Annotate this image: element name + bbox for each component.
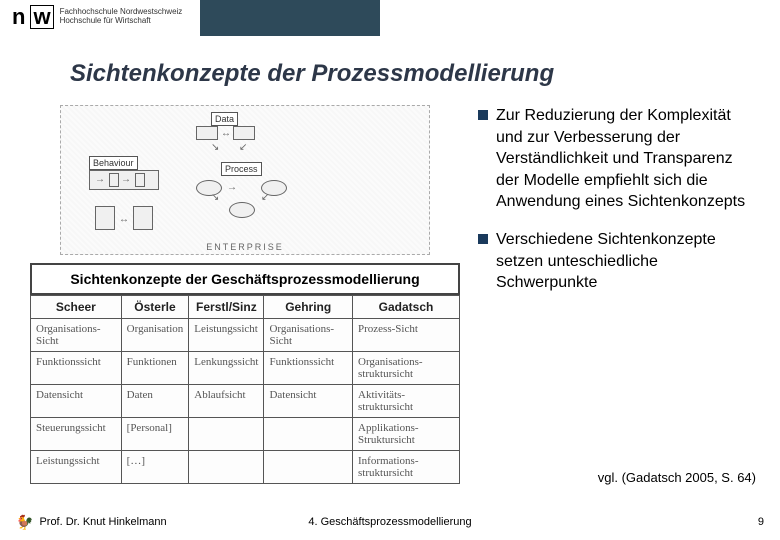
- table-cell: Applikations-Struktursicht: [353, 418, 460, 451]
- table-body: Organisations-SichtOrganisationLeistungs…: [31, 319, 460, 484]
- institution-name: Fachhochschule Nordwestschweiz Hochschul…: [60, 8, 183, 26]
- table-col-header: Gehring: [264, 296, 353, 319]
- table-cell: Ablaufsicht: [189, 385, 264, 418]
- table-row: DatensichtDatenAblaufsichtDatensichtAkti…: [31, 385, 460, 418]
- diagram-proc-arrow1: →: [227, 182, 237, 193]
- diagram-proc-arrow2: ↘: [211, 192, 219, 203]
- table-header-row: Scheer Österle Ferstl/Sinz Gehring Gadat…: [31, 296, 460, 319]
- citation: vgl. (Gadatsch 2005, S. 64): [598, 470, 756, 485]
- table-cell: Prozess-Sicht: [353, 319, 460, 352]
- footer-left: 🐓 Prof. Dr. Knut Hinkelmann: [16, 514, 167, 531]
- diagram-label-data: Data: [211, 112, 238, 126]
- diagram-label-enterprise: ENTERPRISE: [206, 242, 284, 252]
- footer-center: 4. Geschäftsprozessmodellierung: [308, 516, 471, 528]
- table-cell: Steuerungssicht: [31, 418, 122, 451]
- table-cell: [189, 418, 264, 451]
- diagram-beh-arrow2: →: [121, 174, 131, 185]
- diagram-arrow-1: ↔: [221, 128, 231, 139]
- slide-title: Sichtenkonzepte der Prozessmodellierung: [70, 60, 554, 88]
- table-cell: Informations-struktursicht: [353, 451, 460, 484]
- diagram-org-arrow: ↔: [119, 214, 129, 225]
- diagram-beh-sub2: [135, 173, 145, 187]
- table-cell: Organisations-Sicht: [264, 319, 353, 352]
- table-cell: Daten: [121, 385, 189, 418]
- right-column: Zur Reduzierung der Komplexität und zur …: [478, 105, 750, 484]
- diagram-org-box2: [133, 206, 153, 230]
- table-cell: Aktivitäts-struktursicht: [353, 385, 460, 418]
- table-col-header: Österle: [121, 296, 189, 319]
- table-row: Organisations-SichtOrganisationLeistungs…: [31, 319, 460, 352]
- diagram-org-box1: [95, 206, 115, 230]
- enterprise-diagram: Data ↔ ↘ ↙ Behaviour → → Process → ↘ ↙: [60, 105, 430, 255]
- table-cell: [Personal]: [121, 418, 189, 451]
- table-col-header: Ferstl/Sinz: [189, 296, 264, 319]
- diagram-arrow-3: ↙: [239, 142, 247, 153]
- table-cell: Organisations-Sicht: [31, 319, 122, 352]
- diagram-arrow-2: ↘: [211, 142, 219, 153]
- diagram-data-box1: [196, 126, 218, 140]
- bullet-text: Verschiedene Sichtenkonzepte setzen unte…: [496, 229, 750, 294]
- table-cell: Organisations-struktursicht: [353, 352, 460, 385]
- bullet-square-icon: [478, 110, 488, 120]
- diagram-label-process: Process: [221, 162, 262, 176]
- table-cell: Funktionen: [121, 352, 189, 385]
- page-number: 9: [758, 516, 764, 528]
- table-cell: […]: [121, 451, 189, 484]
- table-cell: [189, 451, 264, 484]
- table-col-header: Gadatsch: [353, 296, 460, 319]
- header-accent-bar: [200, 0, 380, 36]
- bullet-text: Zur Reduzierung der Komplexität und zur …: [496, 105, 750, 213]
- footer: 🐓 Prof. Dr. Knut Hinkelmann 4. Geschäfts…: [0, 510, 780, 534]
- diagram-proc-arrow3: ↙: [261, 192, 269, 203]
- diagram-beh-arrow1: →: [95, 174, 105, 185]
- table-row: FunktionssichtFunktionenLenkungssichtFun…: [31, 352, 460, 385]
- table-cell: Funktionssicht: [31, 352, 122, 385]
- table-cell: Leistungssicht: [31, 451, 122, 484]
- table-cell: Leistungssicht: [189, 319, 264, 352]
- diagram-process-el3: [229, 202, 255, 218]
- table-cell: Organisation: [121, 319, 189, 352]
- header: n w Fachhochschule Nordwestschweiz Hochs…: [0, 0, 780, 36]
- rooster-icon: 🐓: [16, 514, 33, 531]
- table-row: Leistungssicht[…] Informations-struktursi…: [31, 451, 460, 484]
- table-cell: [264, 451, 353, 484]
- logo-glyph-n: n: [12, 4, 24, 30]
- table-col-header: Scheer: [31, 296, 122, 319]
- content-area: Data ↔ ↘ ↙ Behaviour → → Process → ↘ ↙: [30, 105, 750, 484]
- diagram-label-behaviour: Behaviour: [89, 156, 138, 170]
- table-cell: [264, 418, 353, 451]
- left-column: Data ↔ ↘ ↙ Behaviour → → Process → ↘ ↙: [30, 105, 460, 484]
- institution-line2: Hochschule für Wirtschaft: [60, 17, 183, 26]
- table-row: Steuerungssicht[Personal] Applikations-St…: [31, 418, 460, 451]
- bullet-square-icon: [478, 234, 488, 244]
- diagram-beh-sub1: [109, 173, 119, 187]
- slide-page: n w Fachhochschule Nordwestschweiz Hochs…: [0, 0, 780, 540]
- concepts-table: Sichtenkonzepte der Geschäftsprozessmode…: [30, 263, 460, 484]
- table-cell: Datensicht: [31, 385, 122, 418]
- institution-logo: n w Fachhochschule Nordwestschweiz Hochs…: [12, 4, 182, 30]
- table-cell: Datensicht: [264, 385, 353, 418]
- bullet-item: Verschiedene Sichtenkonzepte setzen unte…: [478, 229, 750, 294]
- table-cell: Lenkungssicht: [189, 352, 264, 385]
- bullet-item: Zur Reduzierung der Komplexität und zur …: [478, 105, 750, 213]
- author-name: Prof. Dr. Knut Hinkelmann: [39, 516, 166, 528]
- diagram-data-box2: [233, 126, 255, 140]
- table-caption: Sichtenkonzepte der Geschäftsprozessmode…: [30, 263, 460, 295]
- table-cell: Funktionssicht: [264, 352, 353, 385]
- logo-glyph-w: w: [30, 5, 53, 29]
